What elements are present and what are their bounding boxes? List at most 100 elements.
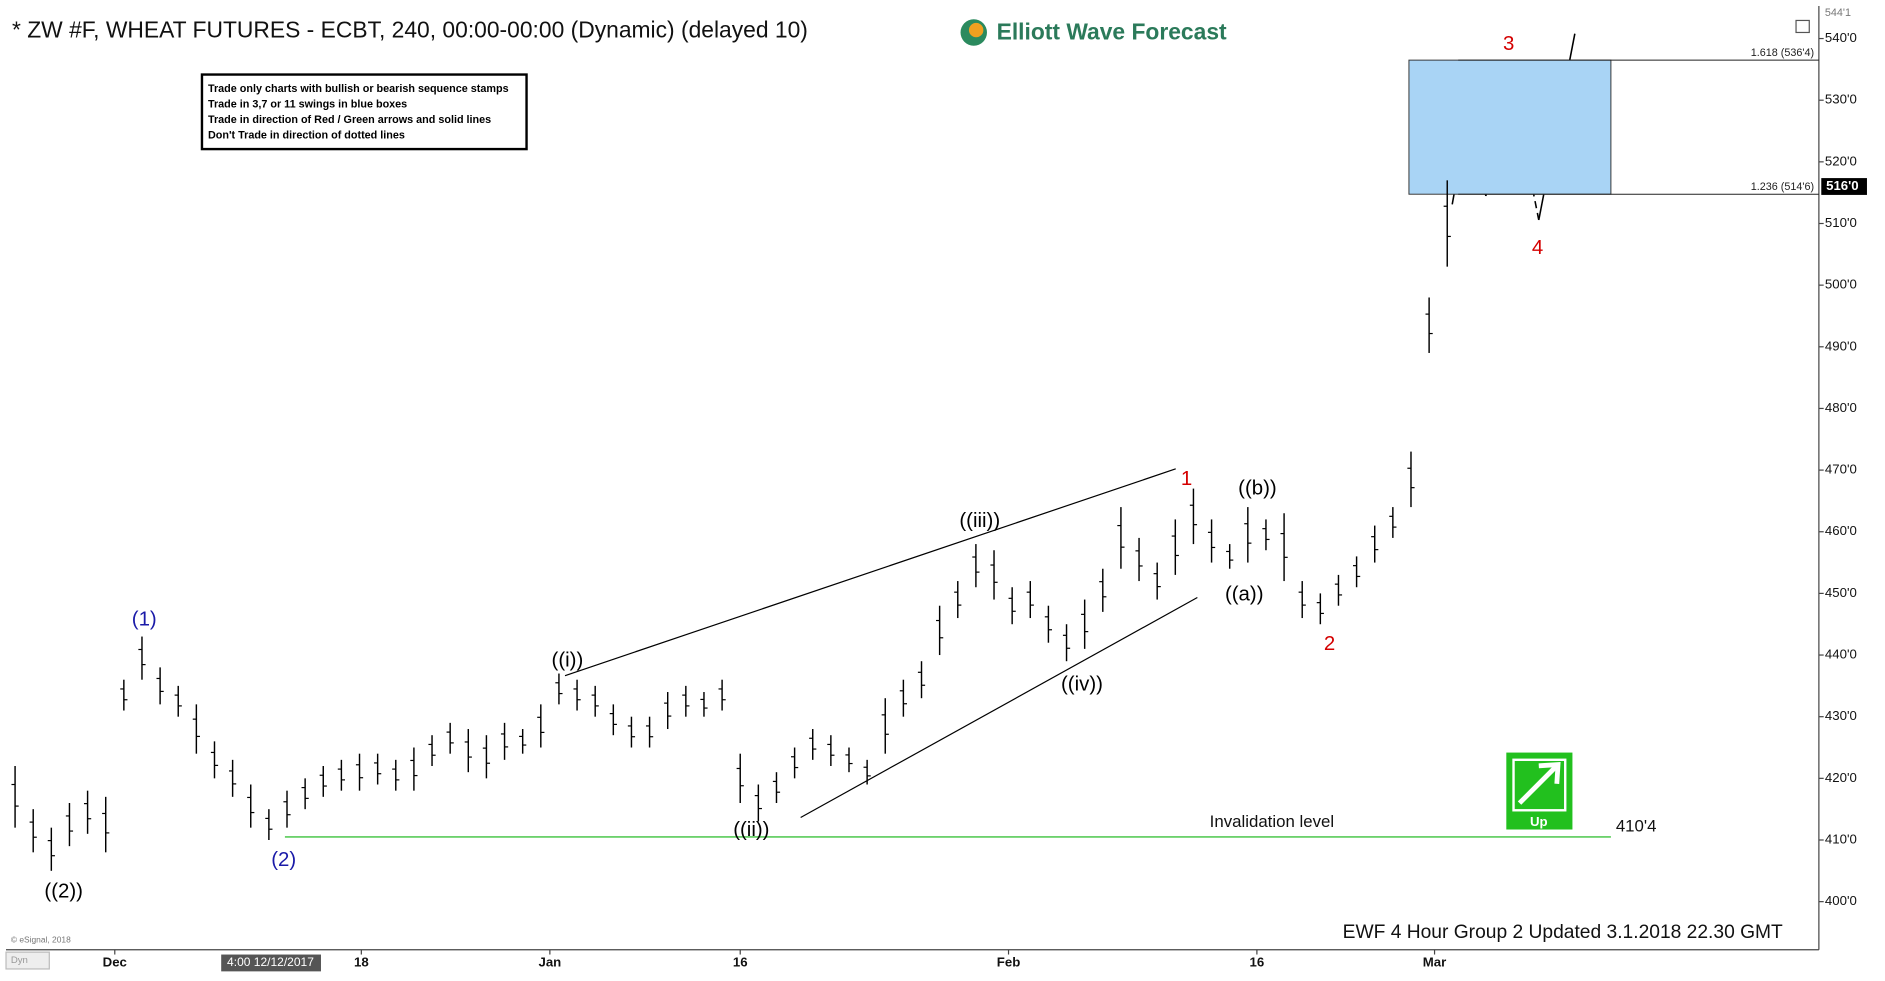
- signal-frame: [1512, 758, 1567, 812]
- price-bar: [1171, 519, 1179, 575]
- y-tick-label: 540'0: [1825, 30, 1857, 45]
- notes-box: [200, 73, 528, 151]
- price-bar: [464, 729, 472, 773]
- price-bar: [881, 698, 889, 754]
- price-bar: [718, 679, 726, 711]
- window-icon: [1795, 19, 1810, 34]
- note-line: Trade in 3,7 or 11 swings in blue boxes: [208, 98, 407, 110]
- x-tick-label: 16: [1250, 954, 1265, 969]
- price-bar: [1389, 507, 1397, 538]
- price-bar: [1425, 297, 1433, 353]
- price-bar: [1099, 568, 1107, 612]
- last-price-box: [1821, 178, 1867, 195]
- price-bar: [917, 661, 926, 699]
- price-bar: [1026, 581, 1034, 619]
- price-bar: [1262, 519, 1270, 551]
- y-tick-label: 400'0: [1825, 893, 1857, 908]
- price-bar: [1407, 451, 1415, 508]
- price-bar: [29, 809, 37, 853]
- y-tick-label: 480'0: [1825, 400, 1857, 415]
- price-bar: [627, 716, 636, 748]
- price-bar: [573, 679, 581, 711]
- price-bar: [428, 735, 436, 767]
- wave-label: ((2)): [44, 880, 83, 902]
- top-price-label: 544'1: [1825, 7, 1851, 19]
- wave-label: 1: [1181, 468, 1192, 490]
- price-bar: [591, 685, 599, 717]
- signal-icon: Up: [1506, 752, 1573, 830]
- price-bar: [482, 735, 491, 779]
- fib-label: 1.618 (536'4): [1751, 47, 1814, 59]
- price-bar: [972, 544, 980, 588]
- y-tick-label: 420'0: [1825, 770, 1857, 785]
- price-bar: [754, 784, 762, 822]
- price-bar: [1352, 556, 1361, 588]
- price-bar: [845, 747, 853, 773]
- wave-label: ((a)): [1225, 583, 1264, 605]
- price-bar: [120, 679, 128, 711]
- price-bar: [645, 716, 654, 748]
- signal-arrow: [1538, 762, 1561, 784]
- price-bar: [1244, 507, 1252, 563]
- y-tick-label: 430'0: [1825, 708, 1857, 723]
- signal-label: Up: [1530, 814, 1548, 829]
- price-bar: [555, 673, 563, 705]
- last-price-label: 516'0: [1826, 178, 1859, 193]
- price-bar: [65, 803, 74, 847]
- price-bar: [265, 809, 273, 840]
- wave-label: ((iii)): [959, 510, 1000, 532]
- price-bar: [1280, 513, 1288, 582]
- price-bar: [1008, 587, 1016, 625]
- price-bar: [1153, 562, 1161, 600]
- price-bar: [337, 759, 345, 791]
- price-bar: [664, 692, 672, 730]
- crosshair-label: 4:00 12/12/2017: [227, 955, 314, 969]
- price-bar: [410, 747, 418, 791]
- price-bar: [174, 685, 182, 717]
- price-bar: [1135, 537, 1143, 582]
- price-bar: [500, 722, 509, 760]
- price-bar: [936, 605, 944, 656]
- price-bar: [319, 766, 327, 797]
- price-bar: [827, 735, 835, 767]
- price-bar: [772, 772, 781, 804]
- price-bar: [1044, 605, 1053, 643]
- x-tick-label: Mar: [1423, 954, 1447, 969]
- dyn-label: Dyn: [11, 955, 28, 966]
- y-tick-label: 490'0: [1825, 338, 1857, 353]
- y-tick-label: 520'0: [1825, 153, 1857, 168]
- price-bar: [11, 766, 19, 828]
- price-bar: [899, 679, 907, 717]
- price-bar: [192, 704, 200, 754]
- wave-label: (2): [271, 849, 296, 871]
- price-bar: [537, 704, 545, 748]
- wave-label: ((b)): [1238, 478, 1277, 500]
- price-bar: [1298, 581, 1306, 619]
- price-bar: [1189, 488, 1198, 545]
- price-bar: [283, 790, 291, 828]
- wave-label: 3: [1503, 33, 1514, 55]
- wave-label: 4: [1532, 237, 1543, 259]
- price-bar: [102, 796, 110, 853]
- y-tick-label: 410'0: [1825, 831, 1857, 846]
- price-bar: [809, 729, 817, 760]
- footer: EWF 4 Hour Group 2 Updated 3.1.2018 22.3…: [1343, 922, 1783, 943]
- note-line: Trade only charts with bullish or bearis…: [208, 83, 509, 95]
- x-tick-label: Feb: [997, 954, 1021, 969]
- price-bar: [682, 685, 690, 717]
- price-bar: [954, 581, 962, 619]
- fib-label: 1.236 (514'6): [1751, 181, 1814, 193]
- crosshair-box: [221, 954, 321, 972]
- price-bar: [1371, 525, 1379, 563]
- wave-label: ((ii)): [733, 819, 769, 841]
- y-tick-label: 450'0: [1825, 585, 1857, 600]
- price-bar: [990, 550, 998, 600]
- price-bar: [519, 729, 527, 754]
- wave-label: (1): [132, 609, 157, 631]
- chart-title: * ZW #F, WHEAT FUTURES - ECBT, 240, 00:0…: [12, 16, 808, 42]
- y-tick-label: 470'0: [1825, 462, 1857, 477]
- price-bar: [609, 704, 617, 736]
- price-bar: [83, 790, 92, 834]
- y-tick-label: 500'0: [1825, 277, 1857, 292]
